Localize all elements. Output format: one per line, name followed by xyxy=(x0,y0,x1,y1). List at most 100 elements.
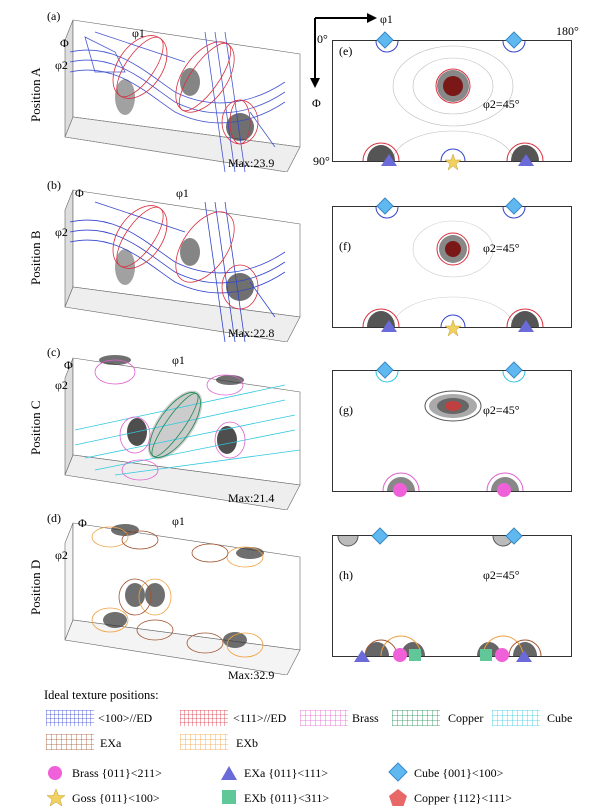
cube-diamond-icon xyxy=(371,527,389,545)
legend-label: Brass {011}<211> xyxy=(72,766,162,780)
legend-title: Ideal texture positions: xyxy=(44,688,159,702)
odf-section-h: φ2=45° (h) xyxy=(332,535,572,657)
goss-star-icon xyxy=(444,319,462,337)
legend-label: EXa xyxy=(100,736,122,750)
star-icon xyxy=(46,788,66,807)
max-intensity-label: Max:22.8 xyxy=(228,326,275,340)
phi2-axis-label: φ2 xyxy=(55,58,68,72)
exb-square-icon xyxy=(409,649,421,661)
circle-icon xyxy=(48,766,62,780)
cube-diamond-icon xyxy=(505,31,523,49)
marker-overlay xyxy=(376,31,534,171)
section-label: φ2=45° xyxy=(483,241,520,255)
marker-overlay xyxy=(376,197,534,337)
exa-triangle-icon xyxy=(518,154,534,166)
panel-tag: (h) xyxy=(339,568,353,582)
fibre-111-swatch xyxy=(180,710,228,726)
marker-overlay xyxy=(354,527,532,662)
Phi-axis-label: Φ xyxy=(312,96,321,110)
odf-3d-box xyxy=(64,19,301,172)
diamond-icon xyxy=(388,762,408,782)
panel-tag: (e) xyxy=(339,44,353,58)
panel-tag: (d) xyxy=(47,511,61,525)
brass-circle-icon xyxy=(497,483,511,497)
brass-circle-icon xyxy=(393,483,407,497)
odf-section-g: φ2=45° (g) xyxy=(332,370,572,492)
section-label: φ2=45° xyxy=(483,568,520,582)
cube-diamond-icon xyxy=(376,31,394,49)
brass-circle-icon xyxy=(393,648,407,662)
triangle-icon xyxy=(221,766,237,780)
position-label: Position D xyxy=(28,559,43,615)
phi2-axis-label: φ2 xyxy=(55,548,68,562)
copper-swatch xyxy=(392,710,440,726)
odf-3d-box xyxy=(64,522,301,675)
exa-triangle-icon xyxy=(518,320,534,332)
legend-label: Goss {011}<100> xyxy=(72,791,160,805)
exb-square-icon xyxy=(480,649,492,661)
legend-label: <100>//ED xyxy=(98,711,153,725)
pentagon-icon xyxy=(389,789,407,806)
legend-label: Brass xyxy=(352,711,379,725)
panel-tag: (c) xyxy=(47,345,61,359)
odf-section-f: φ2=45° (f) xyxy=(332,206,572,328)
panel-tag: (b) xyxy=(47,178,61,192)
panel-tag: (g) xyxy=(339,403,353,417)
goss-star-icon xyxy=(444,153,462,171)
Phi-axis-label: Φ xyxy=(60,36,69,50)
marker-overlay xyxy=(376,361,523,497)
legend-label: Copper xyxy=(448,711,484,725)
cube-diamond-icon xyxy=(505,197,523,215)
phi1-axis-label: φ1 xyxy=(380,12,393,26)
legend-label: Cube {001}<100> xyxy=(414,766,504,780)
cube-diamond-icon xyxy=(376,197,394,215)
cube-diamond-icon xyxy=(505,361,523,379)
position-label: Position A xyxy=(28,67,43,122)
max-intensity-label: Max:23.9 xyxy=(228,156,275,170)
phi1-axis-label: φ1 xyxy=(172,514,185,528)
exa-swatch xyxy=(46,734,94,750)
legend-label: EXb xyxy=(236,736,258,750)
exa-triangle-icon xyxy=(354,650,370,662)
cube-diamond-icon xyxy=(376,361,394,379)
odf-contour-plot xyxy=(375,371,526,491)
cube-swatch xyxy=(492,710,540,726)
legend-label: EXa {011}<111> xyxy=(244,766,329,780)
Phi-axis-label: Φ xyxy=(78,516,87,530)
section-label: φ2=45° xyxy=(483,403,520,417)
position-label: Position C xyxy=(28,400,43,455)
legend-label: <111>//ED xyxy=(233,711,287,725)
phi1-axis-label: φ1 xyxy=(172,353,185,367)
phi2-axis-label: φ2 xyxy=(55,378,68,392)
legend-label: EXb {011}<311> xyxy=(244,791,330,805)
odf-3d-box xyxy=(64,189,301,342)
deg90-label: 90° xyxy=(313,154,330,168)
panel-tag: (a) xyxy=(47,9,61,23)
phi2-axis-label: φ2 xyxy=(55,225,68,239)
odf-3d-box xyxy=(64,355,301,510)
deg180-label: 180° xyxy=(556,24,579,38)
exa-triangle-icon xyxy=(381,320,397,332)
cube-diamond-icon xyxy=(505,527,523,545)
position-label: Position B xyxy=(28,230,43,285)
zero-degree-label: 0° xyxy=(317,32,328,46)
axis-arrows xyxy=(310,13,377,88)
square-icon xyxy=(222,790,236,804)
legend-label: Cube xyxy=(547,711,573,725)
panel-tag: (f) xyxy=(339,239,351,253)
max-intensity-label: Max:32.9 xyxy=(228,668,275,682)
Phi-axis-label: Φ xyxy=(75,186,84,200)
exb-swatch xyxy=(180,734,228,750)
max-intensity-label: Max:21.4 xyxy=(228,491,275,505)
exa-triangle-icon xyxy=(516,650,532,662)
odf-section-e: φ2=45° (e) xyxy=(332,40,572,162)
exa-triangle-icon xyxy=(381,154,397,166)
Phi-axis-label: Φ xyxy=(64,358,73,372)
phi1-axis-label: φ1 xyxy=(176,186,189,200)
legend-label: Copper {112}<111> xyxy=(414,791,513,805)
brass-circle-icon xyxy=(495,648,509,662)
brass-swatch xyxy=(300,710,348,726)
fibre-100-swatch xyxy=(46,710,94,726)
section-label: φ2=45° xyxy=(483,97,520,111)
phi1-axis-label: φ1 xyxy=(132,26,145,40)
